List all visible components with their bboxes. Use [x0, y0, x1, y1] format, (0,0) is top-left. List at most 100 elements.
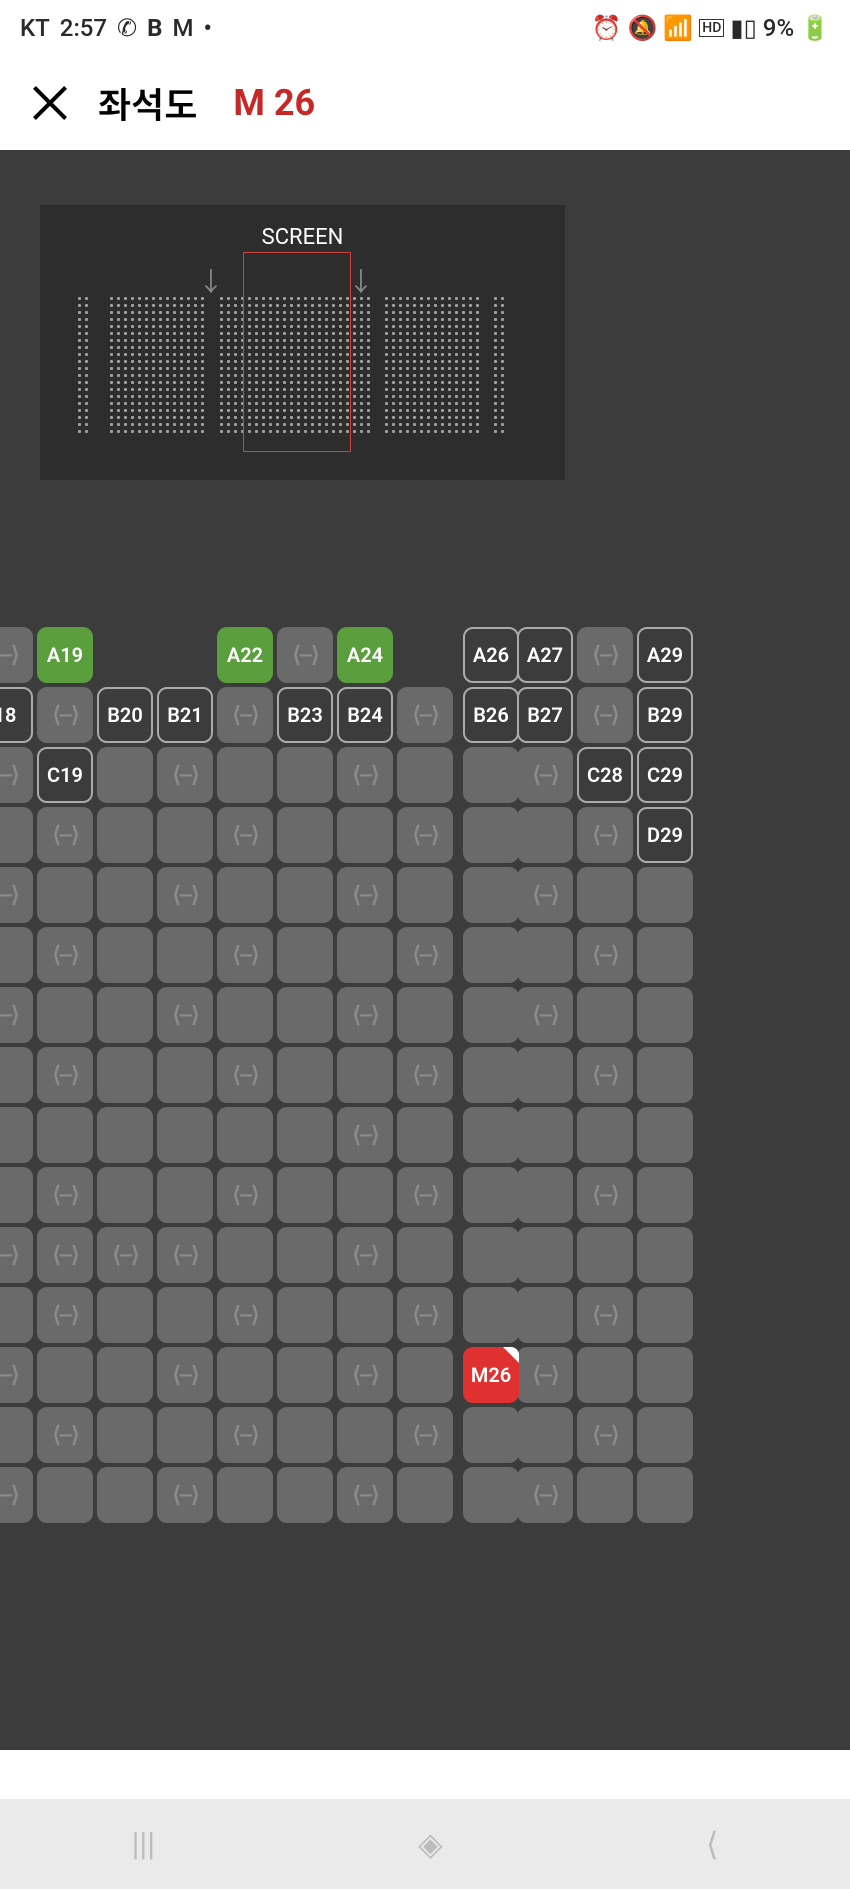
seat-E-1 [37, 867, 93, 923]
seat-B-7: ⟨--⟩ [397, 687, 453, 743]
seat-M-2 [97, 1347, 153, 1403]
seat-O-10 [577, 1467, 633, 1523]
seat-L-4: ⟨--⟩ [217, 1287, 273, 1343]
seat-I-1 [37, 1107, 93, 1163]
minimap-section [383, 295, 483, 435]
seat-O-0: ⟨--⟩ [0, 1467, 33, 1523]
seat-M-11 [637, 1347, 693, 1403]
seat-K-11 [637, 1227, 693, 1283]
seat-E-11 [637, 867, 693, 923]
seat-H-3 [157, 1047, 213, 1103]
battery-icon: 🔋 [800, 14, 830, 42]
seat-B21[interactable]: B21 [157, 687, 213, 743]
seat-J-1: ⟨--⟩ [37, 1167, 93, 1223]
seat-M-5 [277, 1347, 333, 1403]
seat-18[interactable]: 18 [0, 687, 33, 743]
page-title: 좌석도 [98, 77, 197, 129]
seat-C19[interactable]: C19 [37, 747, 93, 803]
seat-E-0: ⟨--⟩ [0, 867, 33, 923]
seat-J-0 [0, 1167, 33, 1223]
signal-icon: ▮▯ [730, 14, 756, 42]
seat-A29[interactable]: A29 [637, 627, 693, 683]
seat-M-7 [397, 1347, 453, 1403]
seat-C28[interactable]: C28 [577, 747, 633, 803]
seat-D-5 [277, 807, 333, 863]
seat-O-11 [637, 1467, 693, 1523]
seat-A19[interactable]: A19 [37, 627, 93, 683]
minimap-viewport[interactable] [243, 252, 351, 452]
seat-G-10 [577, 987, 633, 1043]
seat-G-5 [277, 987, 333, 1043]
seat-G-7 [397, 987, 453, 1043]
seat-N-10: ⟨--⟩ [577, 1407, 633, 1463]
seat-H-4: ⟨--⟩ [217, 1047, 273, 1103]
minimap-section [492, 295, 504, 435]
seat-C-5 [277, 747, 333, 803]
seat-A24[interactable]: A24 [337, 627, 393, 683]
seat-M-1 [37, 1347, 93, 1403]
screen-label: SCREEN [68, 225, 537, 250]
seat-B23[interactable]: B23 [277, 687, 333, 743]
seat-G-2 [97, 987, 153, 1043]
seat-M-6: ⟨--⟩ [337, 1347, 393, 1403]
seat-K-8 [463, 1227, 519, 1283]
seat-G-9: ⟨--⟩ [517, 987, 573, 1043]
seat-K-3: ⟨--⟩ [157, 1227, 213, 1283]
seat-B20[interactable]: B20 [97, 687, 153, 743]
seat-J-10: ⟨--⟩ [577, 1167, 633, 1223]
back-icon[interactable]: ⟨ [706, 1825, 718, 1863]
seat-M-3: ⟨--⟩ [157, 1347, 213, 1403]
status-bar: KT 2:57 ✆ B M • ⏰ 🔕 📶 HD ▮▯ 9% 🔋 [0, 0, 850, 55]
seat-N-2 [97, 1407, 153, 1463]
seat-I-8 [463, 1107, 519, 1163]
seat-N-8 [463, 1407, 519, 1463]
seat-B27[interactable]: B27 [517, 687, 573, 743]
clock-label: 2:57 [60, 14, 107, 42]
seat-J-8 [463, 1167, 519, 1223]
recent-apps-icon[interactable]: ||| [132, 1825, 155, 1863]
seat-F-4: ⟨--⟩ [217, 927, 273, 983]
seat-O-1 [37, 1467, 93, 1523]
seat-D29[interactable]: D29 [637, 807, 693, 863]
seat-F-10: ⟨--⟩ [577, 927, 633, 983]
seat-A-3 [157, 627, 213, 683]
close-icon[interactable] [30, 83, 70, 123]
seat-N-3 [157, 1407, 213, 1463]
minimap[interactable]: SCREEN ↓↓ [40, 205, 565, 480]
seat-L-2 [97, 1287, 153, 1343]
seat-E-3: ⟨--⟩ [157, 867, 213, 923]
seat-K-6: ⟨--⟩ [337, 1227, 393, 1283]
seat-J-11 [637, 1167, 693, 1223]
seat-E-2 [97, 867, 153, 923]
seat-D-0 [0, 807, 33, 863]
seat-L-0 [0, 1287, 33, 1343]
seat-F-11 [637, 927, 693, 983]
seat-K-10 [577, 1227, 633, 1283]
seat-J-4: ⟨--⟩ [217, 1167, 273, 1223]
carrier-label: KT [20, 14, 50, 42]
home-icon[interactable]: ◈ [418, 1825, 443, 1863]
seat-K-7 [397, 1227, 453, 1283]
seat-A27[interactable]: A27 [517, 627, 573, 683]
seat-A26[interactable]: A26 [463, 627, 519, 683]
hd-icon: HD [699, 19, 724, 37]
seat-B24[interactable]: B24 [337, 687, 393, 743]
seat-J-6 [337, 1167, 393, 1223]
seat-A-0: ⟨--⟩ [0, 627, 33, 683]
seat-F-3 [157, 927, 213, 983]
seat-B-4: ⟨--⟩ [217, 687, 273, 743]
seat-C29[interactable]: C29 [637, 747, 693, 803]
seat-L-9 [517, 1287, 573, 1343]
seat-B29[interactable]: B29 [637, 687, 693, 743]
seat-A22[interactable]: A22 [217, 627, 273, 683]
header: 좌석도 M 26 [0, 55, 850, 150]
seat-B26[interactable]: B26 [463, 687, 519, 743]
seat-M26[interactable]: M26 [463, 1347, 519, 1403]
seat-H-7: ⟨--⟩ [397, 1047, 453, 1103]
selected-seat-label: M 26 [233, 82, 315, 124]
seat-I-7 [397, 1107, 453, 1163]
seat-K-0: ⟨--⟩ [0, 1227, 33, 1283]
seat-M-4 [217, 1347, 273, 1403]
seat-H-9 [517, 1047, 573, 1103]
seat-L-5 [277, 1287, 333, 1343]
